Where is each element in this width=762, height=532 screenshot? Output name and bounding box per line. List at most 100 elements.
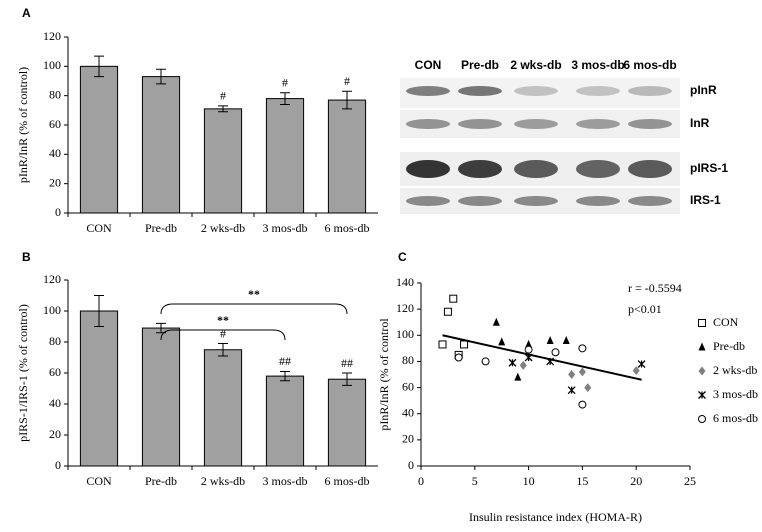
bar — [79, 310, 119, 467]
legend-label: 2 wks-db — [713, 363, 757, 377]
trend-line — [442, 334, 642, 381]
y-tick-label: 0 — [55, 205, 61, 219]
error-bar — [342, 90, 352, 110]
y-axis-label: pIRS-1/IRS-1 (% of control) — [16, 304, 30, 442]
blot-band — [514, 119, 558, 129]
blot-band — [576, 86, 620, 96]
point — [508, 358, 517, 367]
significance-mark: # — [344, 74, 350, 88]
x-tick-label: Pre-db — [145, 221, 177, 235]
point — [449, 294, 458, 303]
bracket — [160, 329, 286, 341]
blot-column-label: 6 mos-db — [623, 58, 676, 72]
legend-marker — [698, 391, 706, 399]
error-bar — [94, 295, 104, 327]
blot-row-label: InR — [690, 116, 710, 130]
x-tick-label: 6 mos-db — [325, 221, 370, 235]
point — [443, 307, 452, 316]
y-tick-label: 60 — [49, 117, 61, 131]
error-bar — [218, 343, 228, 357]
y-tick-label: 20 — [49, 427, 61, 441]
y-tick-label: 0 — [408, 458, 414, 472]
y-tick-label: 80 — [49, 334, 61, 348]
blot-band — [628, 196, 672, 206]
x-tick-label: 3 mos-db — [263, 474, 308, 488]
blot-column-label: CON — [415, 58, 442, 72]
bar — [141, 76, 181, 214]
x-tick-label: 10 — [523, 474, 535, 488]
y-tick-label: 40 — [49, 146, 61, 160]
legend-marker — [698, 342, 706, 351]
x-tick-label: CON — [86, 474, 112, 488]
point — [551, 348, 560, 357]
annotation: r = -0.5594 — [628, 281, 682, 295]
point — [562, 336, 570, 345]
point — [492, 317, 500, 326]
y-tick-label: 80 — [49, 87, 61, 101]
point — [546, 336, 554, 345]
y-axis-label: pInR/InR (% of control) — [16, 67, 30, 183]
blot-column-label: 2 wks-db — [510, 58, 561, 72]
y-axis-label: pInR/InR (% of control — [377, 318, 391, 431]
blot-band — [576, 196, 620, 206]
x-tick-label: 25 — [684, 474, 696, 488]
y-tick-label: 40 — [49, 396, 61, 410]
point — [519, 360, 527, 370]
panel-label: C — [398, 250, 407, 264]
significance-mark: ## — [279, 354, 291, 368]
significance-mark: ## — [341, 356, 353, 370]
point — [514, 372, 522, 381]
blot-column-label: 3 mos-db — [571, 58, 624, 72]
bar — [141, 327, 181, 467]
legend-label: 6 mos-db — [713, 411, 758, 425]
y-tick-label: 140 — [396, 275, 414, 289]
legend-label: 3 mos-db — [713, 387, 758, 401]
point — [568, 370, 576, 379]
bar — [203, 108, 243, 214]
x-axis-label: Insulin resistance index (HOMA-R) — [469, 510, 642, 524]
legend-marker — [698, 366, 706, 376]
y-tick-label: 60 — [402, 379, 414, 393]
point — [454, 353, 463, 362]
bar — [265, 98, 305, 214]
significance-mark: # — [220, 326, 226, 340]
error-bar — [94, 55, 104, 78]
point — [438, 340, 447, 349]
significance-mark: # — [282, 75, 288, 89]
blot-band — [576, 119, 620, 129]
blot-band — [514, 196, 558, 206]
blot-band — [458, 160, 502, 178]
point — [637, 360, 646, 369]
point — [584, 383, 592, 393]
blot-band — [576, 160, 620, 178]
blot-band — [406, 196, 450, 206]
blot-band — [406, 160, 450, 178]
legend-label: Pre-db — [713, 339, 745, 353]
y-tick-label: 0 — [55, 458, 61, 472]
x-tick-label: CON — [86, 221, 112, 235]
bar — [265, 375, 305, 467]
y-tick-label: 120 — [43, 272, 61, 286]
significance-mark: # — [220, 89, 226, 103]
legend-marker — [698, 319, 706, 327]
x-tick-label: 15 — [576, 474, 588, 488]
panel-label: B — [22, 250, 31, 264]
point — [578, 367, 586, 377]
y-tick-label: 120 — [43, 29, 61, 43]
blot-column-label: Pre-db — [461, 58, 499, 72]
legend-marker — [698, 415, 706, 423]
point — [524, 345, 533, 354]
y-tick-label: 80 — [402, 353, 414, 367]
point — [481, 357, 490, 366]
panel-label: A — [22, 6, 31, 20]
bar — [327, 378, 367, 467]
bar — [79, 65, 119, 214]
point — [578, 400, 587, 409]
blot-band — [406, 86, 450, 96]
blot-band — [458, 119, 502, 129]
blot-band — [514, 86, 558, 96]
x-tick-label: 5 — [472, 474, 478, 488]
error-bar — [280, 92, 290, 105]
y-tick-label: 20 — [49, 175, 61, 189]
